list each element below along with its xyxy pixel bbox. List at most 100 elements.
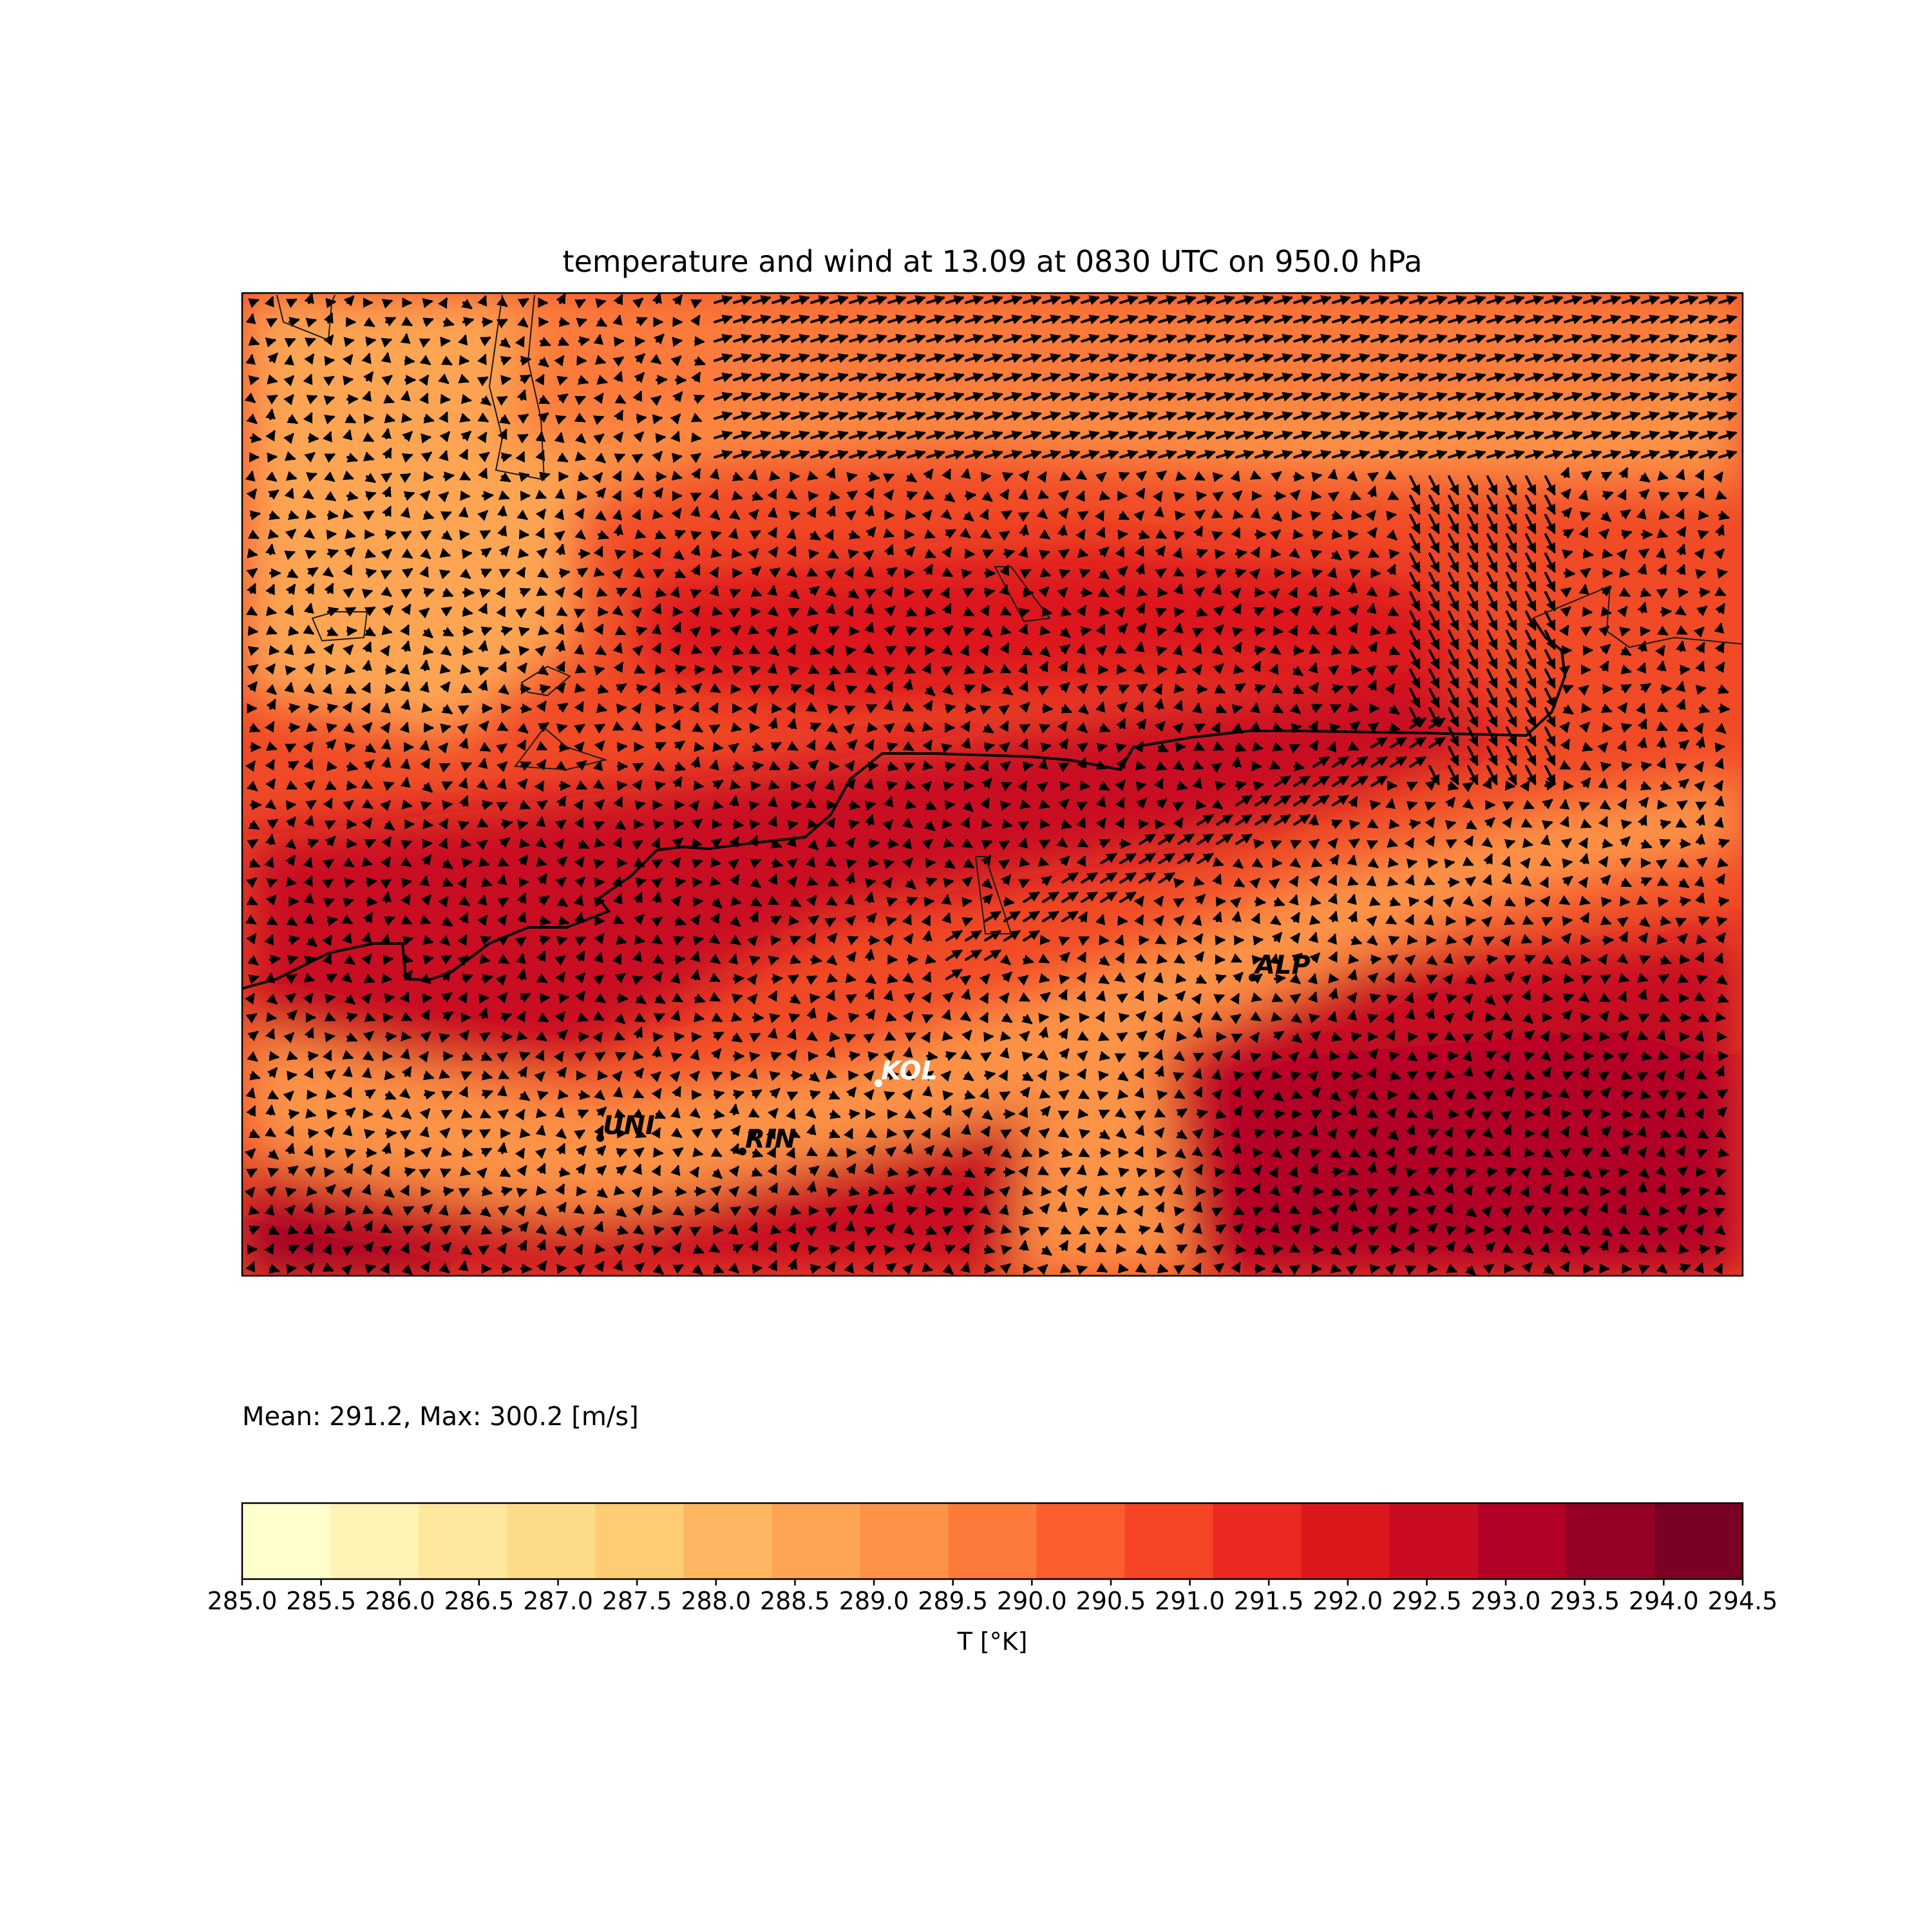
wind-arrow — [1114, 934, 1124, 946]
wind-arrow — [634, 353, 646, 365]
wind-arrow — [1135, 781, 1147, 791]
wind-arrow — [868, 353, 887, 363]
city-label: RIN — [745, 1124, 796, 1154]
wind-arrow — [593, 1204, 605, 1215]
wind-arrow — [1119, 353, 1139, 363]
wind-arrow — [1558, 1185, 1569, 1197]
wind-arrow — [1446, 994, 1457, 1004]
wind-arrow — [1311, 490, 1322, 501]
wind-arrow — [478, 857, 490, 867]
wind-arrow — [558, 993, 570, 1004]
wind-arrow — [1327, 624, 1337, 636]
wind-arrow — [709, 972, 721, 983]
wind-arrow — [884, 1091, 896, 1101]
wind-arrow — [767, 1027, 778, 1039]
wind-arrow — [1427, 858, 1439, 869]
wind-arrow — [1384, 1012, 1394, 1024]
wind-arrow — [1173, 530, 1185, 541]
wind-arrow — [864, 878, 876, 889]
wind-arrow — [806, 876, 819, 887]
colorbar-cell — [860, 1503, 949, 1579]
wind-arrow — [1235, 548, 1247, 559]
wind-arrow — [979, 509, 989, 520]
wind-arrow — [1288, 587, 1298, 599]
wind-arrow — [346, 780, 357, 791]
wind-arrow — [1328, 973, 1340, 983]
wind-arrow — [1636, 895, 1648, 905]
wind-arrow — [612, 1086, 623, 1098]
wind-arrow — [1486, 954, 1499, 965]
wind-arrow — [807, 470, 819, 481]
wind-arrow — [883, 699, 894, 711]
wind-arrow — [655, 433, 667, 444]
wind-arrow — [1409, 334, 1428, 344]
wind-arrow — [1018, 1226, 1030, 1236]
wind-arrow — [594, 1244, 606, 1255]
wind-arrow — [1578, 583, 1589, 595]
wind-arrow — [867, 761, 879, 772]
wind-arrow — [962, 1206, 974, 1217]
wind-arrow — [303, 893, 314, 904]
wind-arrow — [1486, 353, 1506, 363]
wind-arrow — [1114, 1053, 1126, 1063]
wind-arrow — [844, 894, 855, 905]
wind-arrow — [1351, 314, 1370, 325]
wind-arrow — [267, 529, 279, 540]
wind-arrow — [1042, 703, 1054, 714]
wind-arrow — [1390, 314, 1409, 325]
wind-arrow — [1448, 353, 1467, 363]
wind-arrow — [1000, 625, 1012, 636]
wind-arrow — [1428, 314, 1448, 325]
wind-arrow — [595, 298, 607, 308]
wind-arrow — [1579, 511, 1591, 522]
wind-arrow — [943, 877, 954, 888]
wind-arrow — [902, 838, 912, 849]
wind-arrow — [285, 471, 298, 481]
wind-arrow — [516, 1188, 528, 1198]
colorbar-cell — [1301, 1503, 1390, 1579]
wind-arrow — [419, 374, 429, 386]
wind-arrow — [1253, 781, 1265, 791]
wind-arrow — [791, 372, 810, 383]
wind-arrow — [905, 799, 916, 810]
wind-arrow — [1175, 973, 1187, 984]
wind-arrow — [249, 510, 261, 520]
wind-arrow — [1115, 743, 1127, 753]
wind-arrow — [770, 1224, 782, 1235]
wind-arrow — [652, 293, 662, 304]
wind-arrow — [1255, 314, 1274, 325]
wind-arrow — [1076, 1265, 1088, 1275]
wind-arrow — [1061, 334, 1081, 344]
wind-arrow — [419, 739, 430, 751]
wind-arrow — [1273, 625, 1284, 636]
wind-arrow — [574, 663, 587, 674]
wind-arrow — [385, 1031, 397, 1042]
wind-arrow — [1695, 833, 1705, 845]
wind-arrow — [632, 298, 644, 308]
wind-arrow — [1370, 372, 1390, 383]
wind-arrow — [670, 355, 682, 366]
wind-arrow — [363, 317, 375, 327]
wind-arrow — [670, 586, 680, 598]
wind-arrow — [926, 372, 945, 383]
wind-arrow — [1544, 295, 1564, 305]
wind-arrow — [809, 993, 820, 1004]
wind-arrow — [1022, 761, 1034, 772]
wind-arrow — [361, 857, 374, 867]
wind-arrow — [1484, 973, 1495, 983]
wind-arrow — [1423, 1108, 1434, 1120]
wind-arrow — [1139, 353, 1158, 363]
wind-arrow — [965, 703, 976, 714]
wind-arrow — [400, 390, 411, 402]
wind-arrow — [322, 683, 332, 695]
wind-arrow — [381, 299, 393, 309]
wind-arrow — [1003, 896, 1015, 907]
wind-arrow — [672, 294, 683, 306]
wind-arrow — [515, 451, 526, 463]
wind-arrow — [482, 1186, 493, 1197]
wind-arrow — [576, 490, 588, 501]
wind-arrow — [303, 1224, 314, 1235]
wind-arrow — [439, 663, 451, 674]
wind-arrow — [767, 585, 778, 596]
